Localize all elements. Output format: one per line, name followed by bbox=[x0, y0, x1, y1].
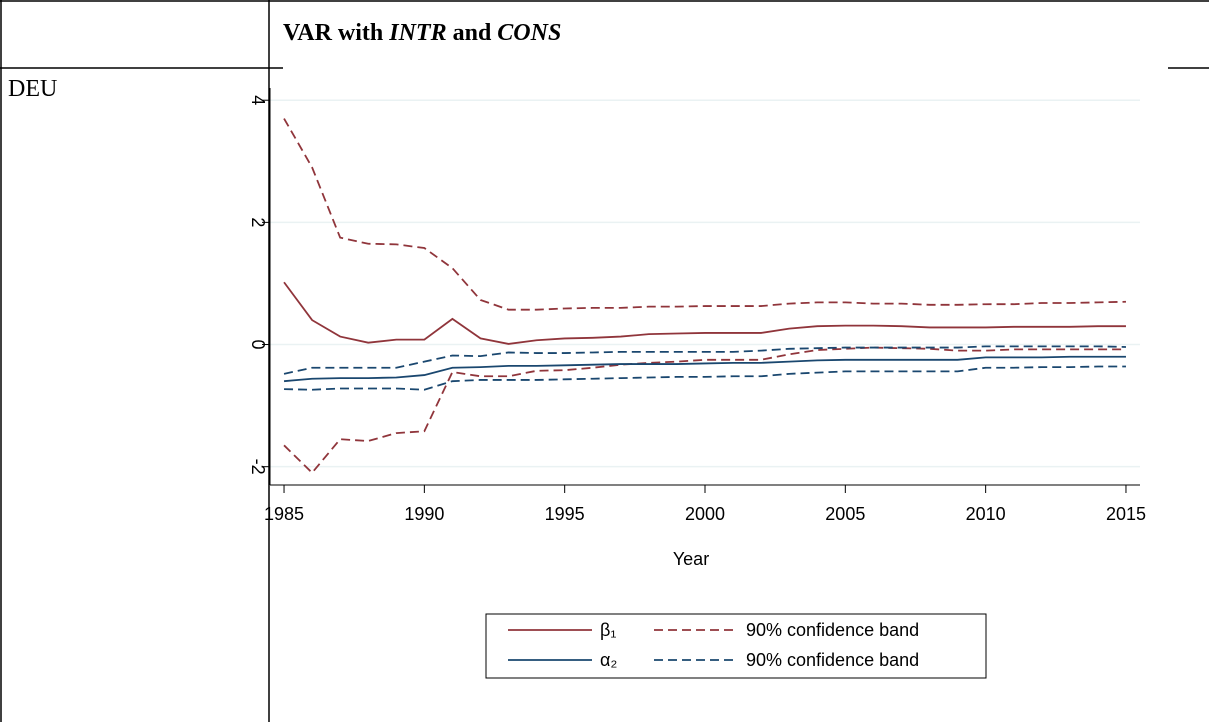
series-line bbox=[283, 281, 1126, 345]
row-label: DEU bbox=[8, 76, 57, 102]
legend-label: β₁ bbox=[600, 620, 616, 640]
header-part: CONS bbox=[497, 20, 561, 46]
legend-label: α₂ bbox=[600, 650, 617, 670]
y-tick-label: 2 bbox=[248, 217, 268, 227]
legend-label: 90% confidence band bbox=[746, 650, 919, 670]
x-tick-label: 1990 bbox=[404, 504, 444, 524]
x-tick-label: 2010 bbox=[966, 504, 1006, 524]
x-tick-label: 2000 bbox=[685, 504, 725, 524]
y-tick-label: -2 bbox=[248, 459, 268, 475]
x-tick-label: 2015 bbox=[1106, 504, 1146, 524]
header-part: VAR with bbox=[283, 20, 389, 46]
y-tick-label: 0 bbox=[248, 340, 268, 350]
x-tick-label: 2005 bbox=[825, 504, 865, 524]
series-line bbox=[283, 346, 1126, 475]
series-line bbox=[283, 118, 1126, 311]
header: VAR with INTR and CONS bbox=[283, 20, 561, 46]
x-tick-label: 1995 bbox=[545, 504, 585, 524]
legend-label: 90% confidence band bbox=[746, 620, 919, 640]
series-line bbox=[283, 355, 1126, 383]
y-tick-label: 4 bbox=[248, 95, 268, 105]
header-part: INTR bbox=[388, 20, 446, 46]
series-line bbox=[284, 365, 1126, 391]
series-line bbox=[283, 345, 1126, 375]
x-tick-label: 1985 bbox=[264, 504, 304, 524]
header-part: and bbox=[447, 20, 498, 46]
x-axis-label: Year bbox=[673, 549, 709, 569]
legend bbox=[485, 613, 987, 679]
chart: -2 0 2 4 1985 1990 1995 2000 2005 2010 2015 Year β₁ 9… bbox=[248, 88, 1146, 679]
